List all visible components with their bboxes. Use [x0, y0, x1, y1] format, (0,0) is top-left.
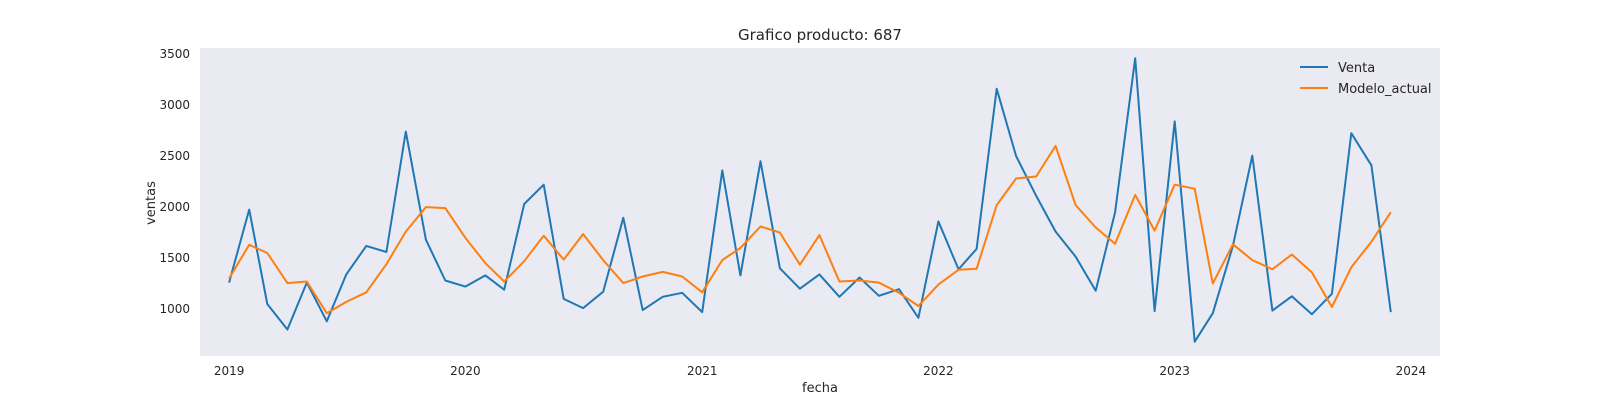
legend-label-modelo-actual: Modelo_actual — [1338, 82, 1432, 97]
legend: Venta Modelo_actual — [1300, 61, 1432, 97]
chart-title: Grafico producto: 687 — [738, 26, 902, 44]
series-line-venta — [228, 57, 1392, 343]
y-tick-label: 3500 — [159, 47, 190, 61]
y-tick-label: 2500 — [159, 149, 190, 163]
y-tick-label: 1500 — [159, 251, 190, 265]
y-tick-label: 2000 — [159, 200, 190, 214]
x-tick-label: 2021 — [687, 364, 718, 378]
y-tick-label: 3000 — [159, 98, 190, 112]
x-axis-title: fecha — [802, 381, 838, 396]
series-line-modelo-actual — [228, 144, 1392, 315]
series-lines — [228, 57, 1392, 343]
y-tick-label: 1000 — [159, 302, 190, 316]
x-axis-ticks: 2019 2020 2021 2022 2023 2024 — [214, 364, 1426, 378]
y-axis-ticks: 1000 1500 2000 2500 3000 3500 — [159, 47, 190, 316]
x-tick-label: 2022 — [923, 364, 954, 378]
x-tick-label: 2019 — [214, 364, 245, 378]
y-axis-title: ventas — [144, 181, 159, 225]
x-tick-label: 2024 — [1396, 364, 1427, 378]
x-tick-label: 2020 — [450, 364, 481, 378]
x-tick-label: 2023 — [1159, 364, 1190, 378]
plot-area — [200, 48, 1440, 356]
legend-label-venta: Venta — [1338, 61, 1375, 76]
